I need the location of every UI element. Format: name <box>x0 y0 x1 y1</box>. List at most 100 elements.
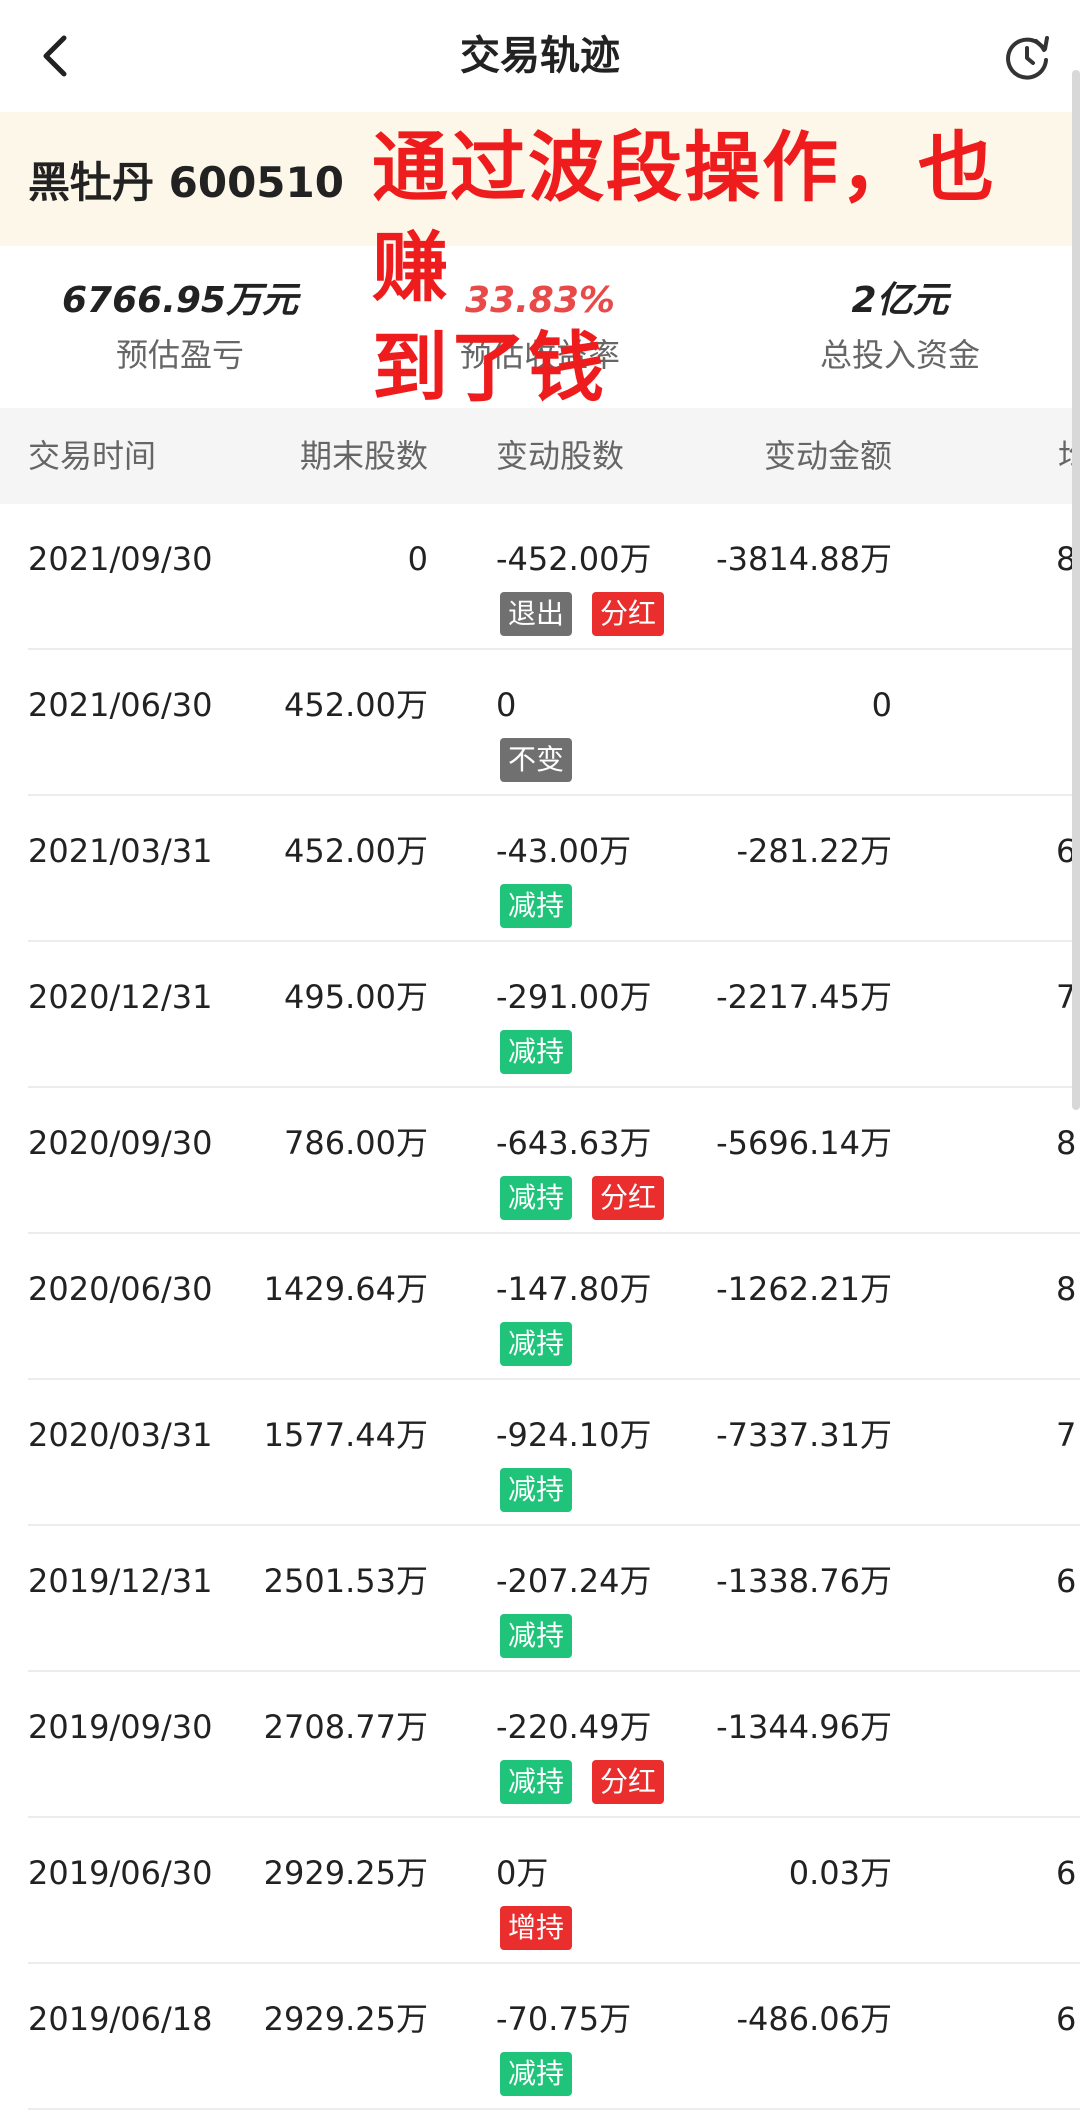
stock-name: 黑牡丹 600510 <box>28 158 344 207</box>
table-row[interactable]: 2019/12/31 2501.53万 -207.24万 -1338.76万 6 减持 <box>0 1526 1080 1672</box>
end-shares: 2708.77万 <box>263 1708 428 1746</box>
annotation-line-2: 到了钱 <box>372 323 606 412</box>
row-divider <box>28 1378 1080 1380</box>
change-amount: -1338.76万 <box>716 1562 892 1600</box>
change-amount: -7337.31万 <box>716 1416 892 1454</box>
refresh-button[interactable] <box>1000 30 1054 84</box>
row-divider <box>28 1816 1080 1818</box>
avg-price-partial: 6 <box>1056 1854 1077 1892</box>
avg-price-partial: 8 <box>1056 1270 1077 1308</box>
change-amount: -5696.14万 <box>716 1124 892 1162</box>
change-amount: -2217.45万 <box>716 978 892 1016</box>
change-shares: -70.75万 <box>496 2000 632 2038</box>
row-divider <box>28 1670 1080 1672</box>
change-shares: -147.80万 <box>496 1270 652 1308</box>
change-amount: -3814.88万 <box>716 540 892 578</box>
change-amount: -1262.21万 <box>716 1270 892 1308</box>
action-tags: 退出 分红 <box>500 592 684 636</box>
header-end-shares[interactable]: 期末股数 <box>299 437 428 475</box>
back-button[interactable] <box>30 28 86 84</box>
change-shares: -291.00万 <box>496 978 652 1016</box>
action-tags: 增持 <box>500 1906 592 1950</box>
summary-profit-label: 预估盈亏 <box>115 336 244 374</box>
header-change-shares[interactable]: 变动股数 <box>496 437 625 475</box>
status-badge: 减持 <box>500 1614 573 1658</box>
status-badge: 退出 <box>500 592 573 636</box>
summary-invested-label: 总投入资金 <box>819 336 980 374</box>
end-shares: 2929.25万 <box>263 1854 428 1892</box>
change-amount: 0 <box>871 686 892 724</box>
table-row[interactable]: 2021/03/31 452.00万 -43.00万 -281.22万 6 减持 <box>0 796 1080 942</box>
status-badge: 减持 <box>500 884 573 928</box>
trade-date: 2020/03/31 <box>28 1416 213 1454</box>
change-shares: -43.00万 <box>496 832 632 870</box>
summary-return-label: 预估收益率 <box>459 336 620 374</box>
avg-price-partial: 7 <box>1056 978 1077 1016</box>
table-row[interactable]: 2019/06/18 2929.25万 -70.75万 -486.06万 6 减持 <box>0 1964 1080 2110</box>
nav-bar: 交易轨迹 <box>0 0 1080 112</box>
action-tags: 减持 <box>500 1030 592 1074</box>
action-tags: 减持 分红 <box>500 1760 684 1804</box>
table-row[interactable]: 2021/06/30 452.00万 0 0 不变 <box>0 650 1080 796</box>
page-title: 交易轨迹 <box>460 33 620 79</box>
table-row[interactable]: 2020/03/31 1577.44万 -924.10万 -7337.31万 7 减持 <box>0 1380 1080 1526</box>
summary-return-value: 33.83% <box>465 280 615 321</box>
trade-date: 2021/03/31 <box>28 832 213 870</box>
change-shares: 0万 <box>496 1854 549 1892</box>
table-row[interactable]: 2020/12/31 495.00万 -291.00万 -2217.45万 7 减持 <box>0 942 1080 1088</box>
header-change-amount[interactable]: 变动金额 <box>763 437 892 475</box>
header-trade-time[interactable]: 交易时间 <box>28 437 157 475</box>
row-divider <box>28 2108 1080 2110</box>
table-row[interactable]: 2020/06/30 1429.64万 -147.80万 -1262.21万 8 减持 <box>0 1234 1080 1380</box>
row-divider <box>28 1232 1080 1234</box>
status-badge: 分红 <box>592 1760 665 1804</box>
end-shares: 452.00万 <box>284 832 428 870</box>
scrollbar[interactable] <box>1072 70 1080 1110</box>
trade-date: 2020/12/31 <box>28 978 213 1016</box>
row-divider <box>28 794 1080 796</box>
change-shares: -452.00万 <box>496 540 652 578</box>
end-shares: 495.00万 <box>284 978 428 1016</box>
action-tags: 减持 <box>500 2052 592 2096</box>
change-amount: -281.22万 <box>736 832 892 870</box>
end-shares: 452.00万 <box>284 686 428 724</box>
annotation-line-1: 通过波段操作，也赚 <box>372 123 996 312</box>
trade-date: 2019/06/18 <box>28 2000 213 2038</box>
change-shares: -207.24万 <box>496 1562 652 1600</box>
trade-date: 2019/09/30 <box>28 1708 213 1746</box>
summary-invested-value: 2亿元 <box>851 280 949 321</box>
trade-date: 2020/09/30 <box>28 1124 213 1162</box>
table-row[interactable]: 2021/09/30 0 -452.00万 -3814.88万 8 退出 分红 <box>0 504 1080 650</box>
trade-date: 2019/12/31 <box>28 1562 213 1600</box>
action-tags: 减持 <box>500 1322 592 1366</box>
table-row[interactable]: 2020/09/30 786.00万 -643.63万 -5696.14万 8 减持 分红 <box>0 1088 1080 1234</box>
action-tags: 减持 <box>500 1614 592 1658</box>
summary-profit: 6766.95万元 预估盈亏 <box>0 276 360 378</box>
status-badge: 减持 <box>500 1030 573 1074</box>
trade-date: 2021/09/30 <box>28 540 213 578</box>
table-row[interactable]: 2019/09/30 2708.77万 -220.49万 -1344.96万 减持 分红 <box>0 1672 1080 1818</box>
end-shares: 2501.53万 <box>263 1562 428 1600</box>
row-divider <box>28 1086 1080 1088</box>
trade-date: 2021/06/30 <box>28 686 213 724</box>
change-shares: -220.49万 <box>496 1708 652 1746</box>
trade-date: 2019/06/30 <box>28 1854 213 1892</box>
row-divider <box>28 1962 1080 1964</box>
status-badge: 减持 <box>500 1322 573 1366</box>
chevron-left-icon <box>43 35 67 77</box>
avg-price-partial: 8 <box>1056 540 1077 578</box>
status-badge: 分红 <box>592 592 665 636</box>
status-badge: 减持 <box>500 1760 573 1804</box>
trade-date: 2020/06/30 <box>28 1270 213 1308</box>
end-shares: 1577.44万 <box>263 1416 428 1454</box>
change-shares: -924.10万 <box>496 1416 652 1454</box>
action-tags: 减持 <box>500 884 592 928</box>
end-shares: 2929.25万 <box>263 2000 428 2038</box>
avg-price-partial: 6 <box>1056 2000 1077 2038</box>
table-row[interactable]: 2019/06/30 2929.25万 0万 0.03万 6 增持 <box>0 1818 1080 1964</box>
status-badge: 不变 <box>500 738 573 782</box>
summary-invested: 2亿元 总投入资金 <box>720 276 1080 378</box>
end-shares: 0 <box>407 540 428 578</box>
row-divider <box>28 648 1080 650</box>
annotation-overlay: 通过波段操作，也赚 到了钱 <box>372 118 1062 418</box>
